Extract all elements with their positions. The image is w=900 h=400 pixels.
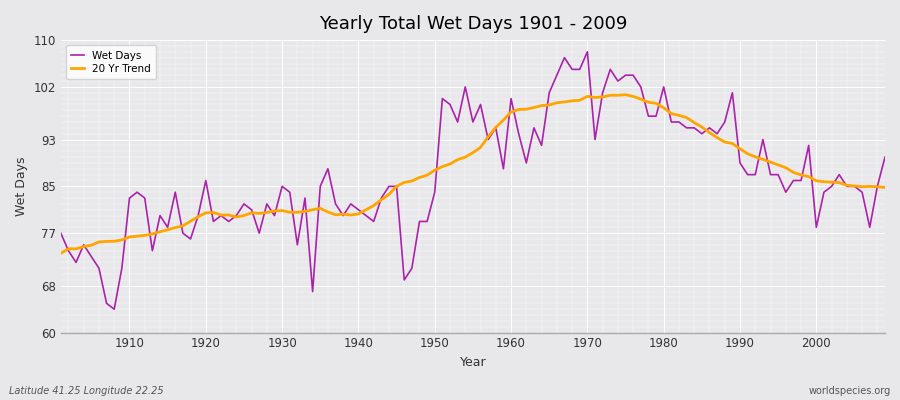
Line: Wet Days: Wet Days — [61, 52, 885, 309]
Wet Days — [338, 213, 348, 218]
Line: 20 Yr Trend: 20 Yr Trend — [61, 95, 885, 253]
20 Yr Trend — [284, 210, 295, 215]
X-axis label: Year: Year — [460, 356, 486, 369]
Wet Days — [124, 196, 135, 200]
20 Yr Trend — [498, 118, 508, 122]
Title: Yearly Total Wet Days 1901 - 2009: Yearly Total Wet Days 1901 - 2009 — [319, 15, 627, 33]
Text: Latitude 41.25 Longitude 22.25: Latitude 41.25 Longitude 22.25 — [9, 386, 164, 396]
Wet Days — [292, 242, 302, 247]
20 Yr Trend — [598, 94, 608, 99]
Wet Days — [513, 131, 524, 136]
20 Yr Trend — [506, 110, 517, 114]
Wet Days — [613, 79, 624, 84]
20 Yr Trend — [620, 92, 631, 97]
Wet Days — [582, 50, 593, 54]
Wet Days — [56, 231, 67, 236]
Wet Days — [109, 307, 120, 312]
20 Yr Trend — [879, 185, 890, 190]
Wet Days — [879, 155, 890, 160]
20 Yr Trend — [56, 251, 67, 256]
Legend: Wet Days, 20 Yr Trend: Wet Days, 20 Yr Trend — [66, 45, 156, 79]
Wet Days — [506, 96, 517, 101]
Text: worldspecies.org: worldspecies.org — [809, 386, 891, 396]
Y-axis label: Wet Days: Wet Days — [15, 156, 28, 216]
20 Yr Trend — [330, 212, 341, 217]
20 Yr Trend — [116, 238, 127, 242]
